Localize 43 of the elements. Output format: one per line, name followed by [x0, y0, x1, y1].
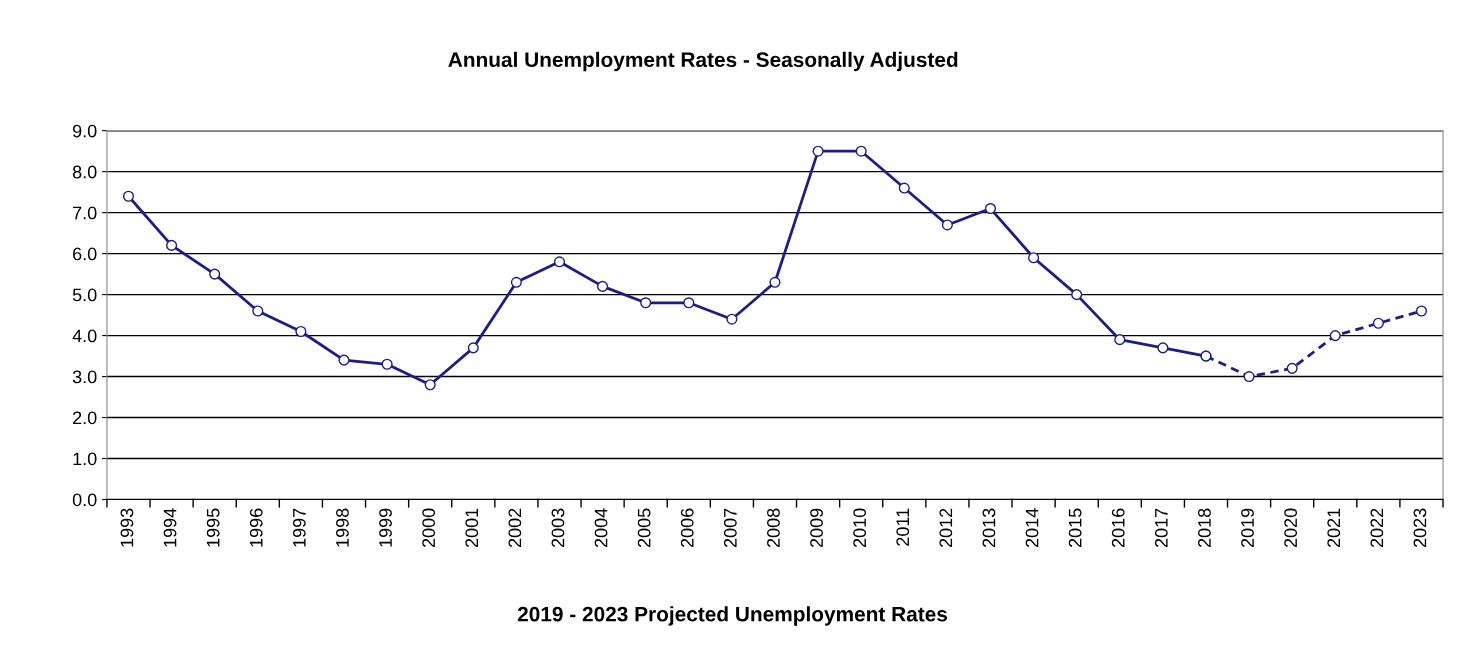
y-tick-label: 4.0 [72, 329, 97, 343]
x-tick-label: 2014 [1025, 508, 1039, 548]
x-tick-label: 1997 [292, 508, 306, 547]
x-tick-label: 2007 [723, 508, 737, 548]
x-tick-label: 2020 [1284, 508, 1298, 548]
y-tick-label: 2.0 [73, 411, 97, 425]
chart-title: Annual Unemployment Rates - Seasonally Adjusted [448, 51, 958, 72]
x-tick-label: 2004 [594, 508, 608, 548]
x-tick-label: 2017 [1154, 508, 1168, 548]
y-tick-label: 0.0 [72, 493, 97, 507]
y-tick-label: 9.0 [72, 124, 97, 138]
x-tick-label: 2012 [939, 508, 953, 548]
y-tick-label: 1.0 [73, 452, 97, 466]
text: 2019 - 2023 Projected Unemployment Rates [517, 606, 948, 626]
x-tick-label: 2022 [1370, 508, 1384, 548]
x-tick-label: 1998 [336, 508, 349, 547]
x-tick-label: 2015 [1068, 508, 1082, 548]
x-tick-label: 2001 [465, 508, 479, 548]
x-tick-label: 2018 [1198, 508, 1211, 548]
x-tick-label: 2008 [767, 508, 780, 548]
x-tick-label: 2011 [896, 508, 910, 546]
x-tick-label: 2002 [508, 508, 522, 548]
x-tick-label: 2016 [1111, 508, 1125, 548]
x-tick-label: 2013 [982, 508, 996, 548]
x-tick-label: 2000 [422, 508, 436, 548]
x-tick-label: 2023 [1413, 508, 1427, 548]
x-tick-label: 2005 [637, 508, 651, 548]
x-tick-label: 1993 [120, 508, 134, 547]
y-tick-label: 8.0 [72, 165, 97, 179]
x-tick-label: 2021 [1327, 508, 1341, 548]
x-tick-label: 2010 [853, 508, 867, 548]
x-tick-label: 2019 [1241, 508, 1254, 548]
x-tick-label: 2006 [680, 508, 694, 548]
x-tick-label: 2009 [810, 508, 823, 548]
x-tick-label: 1995 [206, 508, 220, 547]
x-tick-label: 1994 [163, 508, 177, 547]
x-tick-label: 1999 [379, 508, 392, 547]
x-tick-label: 2003 [551, 508, 565, 548]
y-tick-label: 5.0 [72, 288, 97, 302]
x-tick-label: 1996 [249, 508, 263, 547]
y-tick-label: 3.0 [72, 370, 97, 384]
y-tick-label: 6.0 [73, 247, 97, 261]
y-tick-label: 7.0 [73, 206, 97, 220]
